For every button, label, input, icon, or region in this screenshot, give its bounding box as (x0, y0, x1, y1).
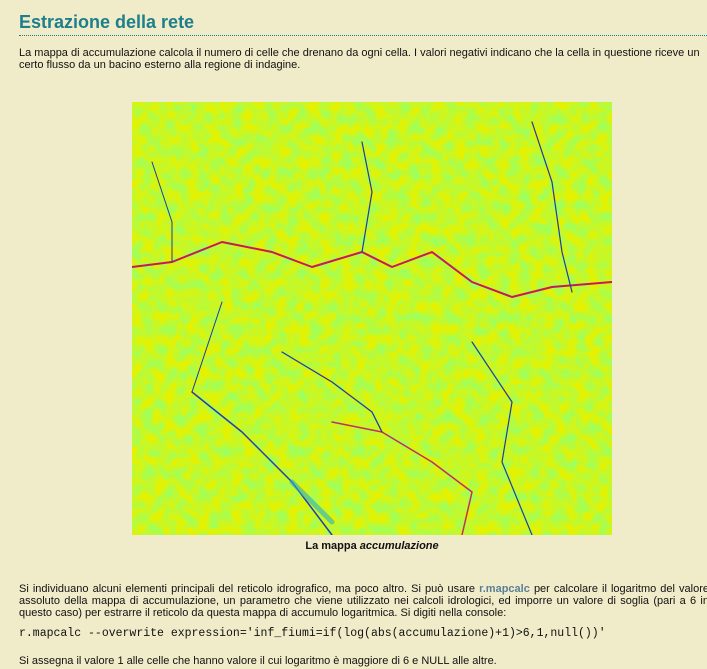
code-line: r.mapcalc --overwrite expression='inf_fi… (19, 627, 606, 640)
accumulation-map (132, 102, 612, 535)
intro-paragraph: La mappa di accumulazione calcola il num… (19, 47, 707, 71)
page: Estrazione della rete La mappa di accumu… (0, 0, 707, 669)
mapcalc-link[interactable]: r.mapcalc (479, 583, 530, 595)
figure-caption: La mappa accumulazione (19, 540, 707, 552)
content: Estrazione della rete La mappa di accumu… (19, 0, 707, 36)
closing-paragraph: Si assegna il valore 1 alle celle che ha… (19, 655, 707, 667)
caption-text: La mappa (305, 540, 356, 552)
body-text: Si individuano alcuni elementi principal… (19, 583, 475, 595)
title: Estrazione della rete (19, 12, 707, 36)
caption-emphasis: accumulazione (360, 540, 439, 552)
body-paragraph: Si individuano alcuni elementi principal… (19, 583, 707, 619)
